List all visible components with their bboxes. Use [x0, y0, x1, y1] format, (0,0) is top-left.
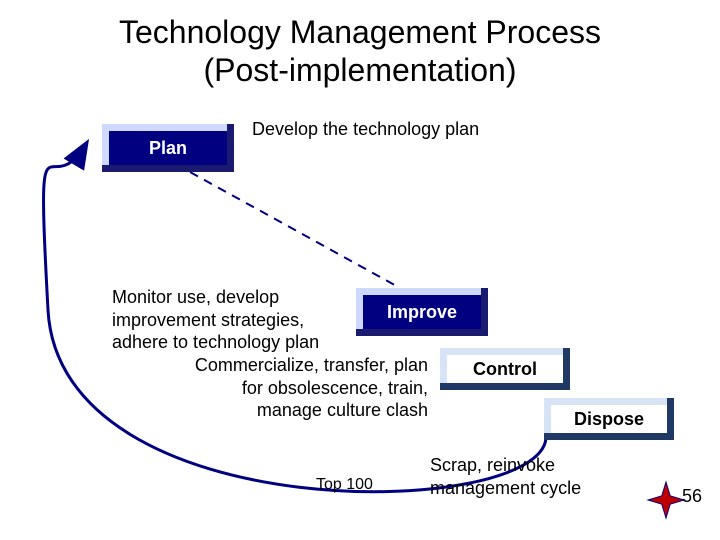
node-control-label: Control [473, 359, 537, 380]
annotation-scrap-l1: Scrap, reinvoke [430, 454, 581, 477]
annotation-commercialize: Commercialize, transfer, plan for obsole… [180, 354, 428, 422]
dashed-connector [190, 172, 400, 288]
slide-number: 56 [682, 486, 702, 507]
node-improve-label: Improve [387, 302, 457, 323]
star-icon [648, 482, 684, 518]
node-plan: Plan [102, 124, 234, 172]
annotation-scrap: Scrap, reinvoke management cycle [430, 454, 581, 499]
node-improve: Improve [356, 288, 488, 336]
slide-title-line1: Technology Management Process [0, 14, 720, 51]
annotation-monitor: Monitor use, develop improvement strateg… [112, 286, 319, 354]
annotation-commercialize-l1: Commercialize, transfer, plan [180, 354, 428, 377]
slide-title-line2: (Post-implementation) [0, 52, 720, 89]
annotation-scrap-l2: management cycle [430, 477, 581, 500]
node-plan-label: Plan [149, 138, 187, 159]
node-dispose-label: Dispose [574, 409, 644, 430]
node-dispose: Dispose [544, 398, 674, 440]
annotation-commercialize-l3: manage culture clash [180, 399, 428, 422]
node-control: Control [440, 348, 570, 390]
annotation-develop-plan: Develop the technology plan [252, 118, 479, 141]
annotation-monitor-l1: Monitor use, develop [112, 286, 319, 309]
footer-label: Top 100 [316, 476, 373, 494]
annotation-monitor-l2: improvement strategies, [112, 309, 319, 332]
annotation-commercialize-l2: for obsolescence, train, [180, 377, 428, 400]
annotation-monitor-l3: adhere to technology plan [112, 331, 319, 354]
